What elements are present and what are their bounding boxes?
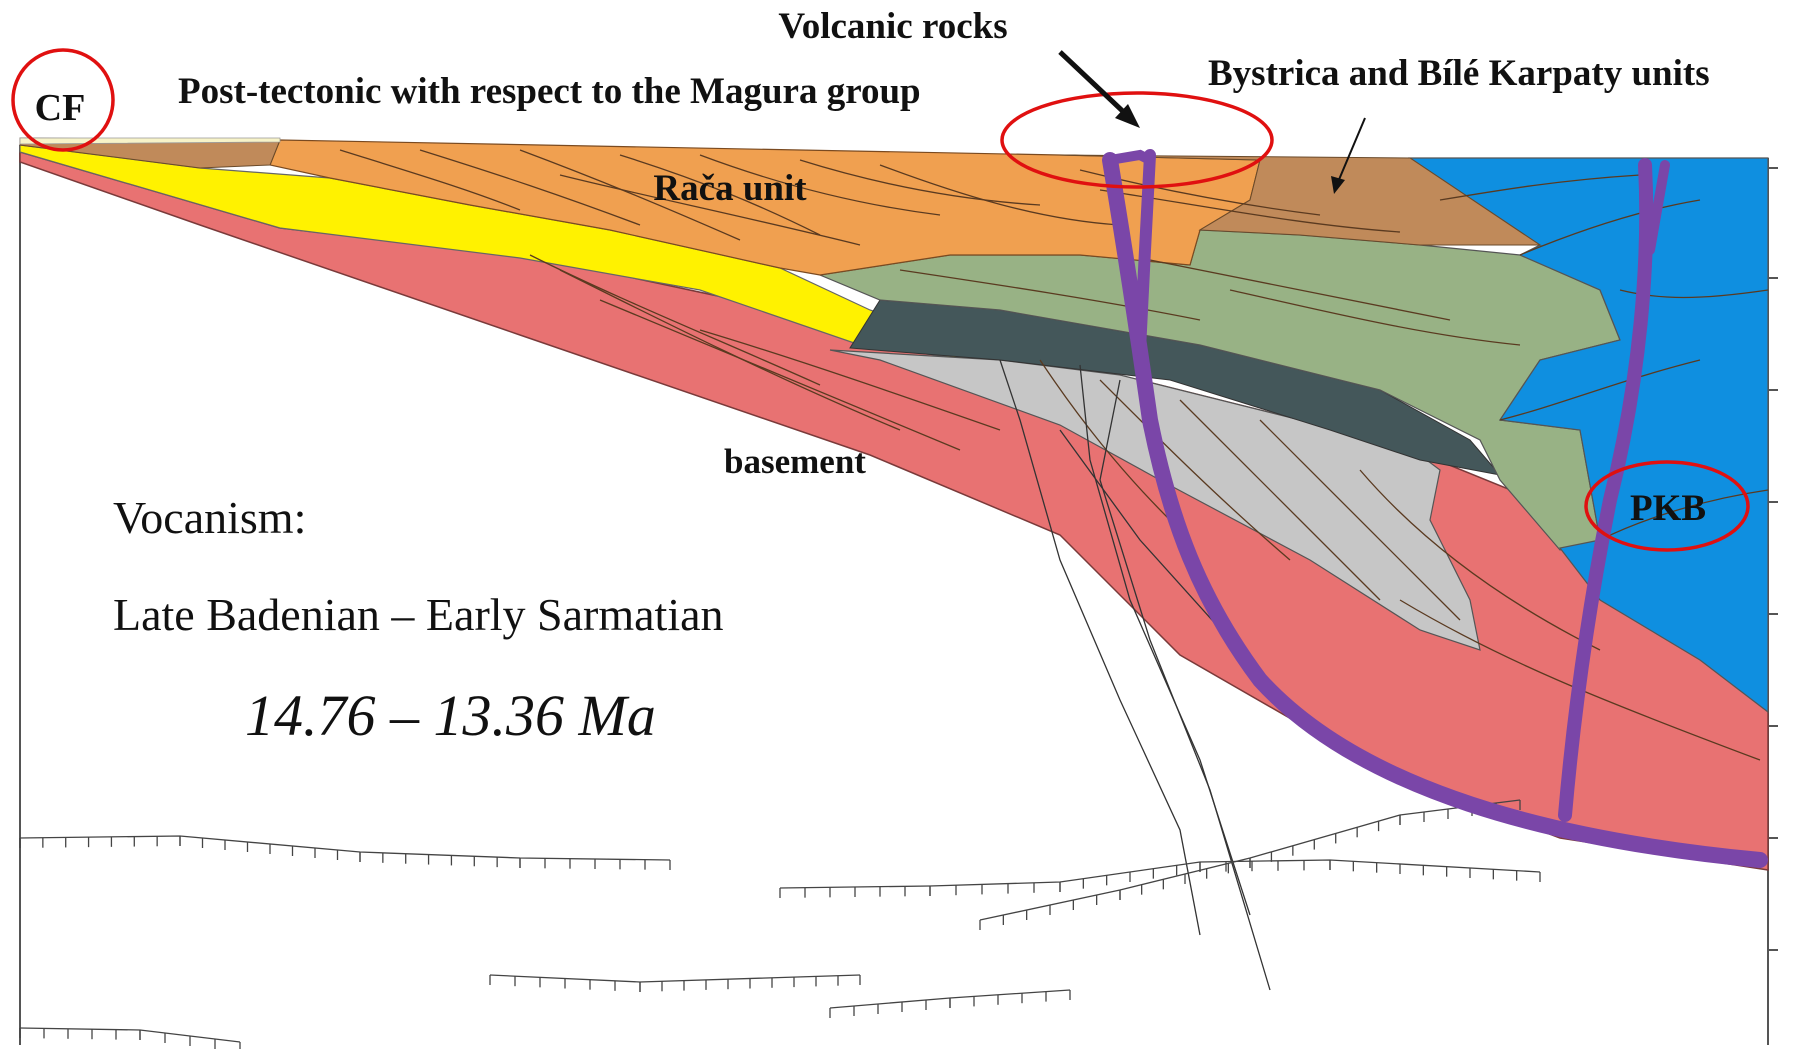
pkb-label: PKB — [1630, 488, 1706, 529]
post-tectonic-label: Post-tectonic with respect to the Magura… — [178, 71, 921, 112]
raca-unit-label: Rača unit — [653, 168, 807, 209]
volcanic-highlight-ellipse — [1000, 91, 1274, 189]
volcanism-title: Vocanism: — [113, 492, 306, 543]
basement-label: basement — [724, 442, 866, 481]
thrust-lines — [339, 149, 1769, 761]
pkb-highlight-ellipse — [1584, 460, 1750, 552]
bystrica-brown-unit — [1059, 154, 1542, 246]
steep-faults — [999, 359, 1271, 991]
deep-reflectors — [19, 799, 1541, 1043]
cf-label: CF — [35, 87, 86, 129]
volcanic-rocks-arrow — [1058, 50, 1140, 128]
cf-highlight-circle — [11, 48, 115, 152]
volcanic-rocks-label: Volcanic rocks — [778, 6, 1007, 47]
raca-orange-unit — [269, 139, 1261, 276]
volcanism-age: 14.76 – 13.36 Ma — [245, 683, 656, 748]
bystrica-arrow — [1331, 117, 1366, 194]
pkb-blue-unit — [1408, 157, 1769, 714]
volcanism-period: Late Badenian – Early Sarmatian — [113, 589, 724, 640]
reflector-ticks — [19, 800, 1541, 1049]
cf-light-strip — [19, 137, 281, 145]
right-scale-ticks — [1768, 167, 1778, 951]
bystrica-label: Bystrica and Bílé Karpaty units — [1208, 53, 1710, 94]
